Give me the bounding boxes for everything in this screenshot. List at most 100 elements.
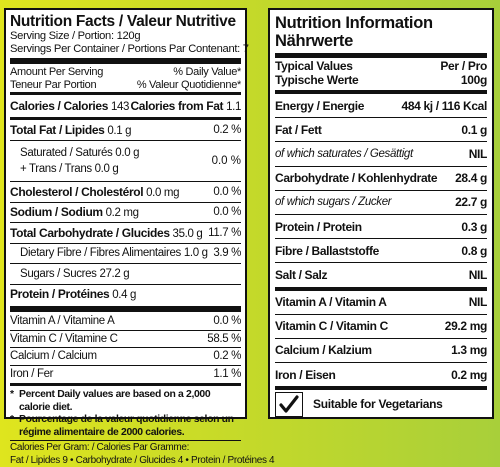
divider <box>275 238 487 240</box>
saturated-trans-group: Saturated / Saturés 0.0 g + Trans / Tran… <box>10 141 241 181</box>
calories-from-fat-value: 1.1 <box>226 100 241 113</box>
saturated-trans-pct: 0.0 % <box>211 155 241 167</box>
divider <box>10 92 241 95</box>
protein-value: 0.4 g <box>112 289 137 302</box>
row-label: Vitamin A / Vitamin A <box>275 295 387 310</box>
fibre-label: Dietary Fibre / Fibres Alimentaires <box>20 247 181 260</box>
row-label: of which saturates / Gesättigt <box>275 147 413 160</box>
amount-header: Amount Per Serving Teneur Par Portion % … <box>10 65 241 91</box>
sodium-pct: 0.0 % <box>213 206 241 219</box>
row-label: Fat / Fett <box>275 122 322 137</box>
saturated-row: Saturated / Saturés 0.0 g <box>10 145 139 162</box>
calcium-row: Calcium / Calcium 0.2 % <box>10 348 241 365</box>
nutrition-information-panel: Nutrition Information Nährwerte Typical … <box>268 8 494 419</box>
row-label: of which sugars / Zucker <box>275 196 392 209</box>
row-value: 0.3 g <box>461 219 487 234</box>
calories-row: Calories / Calories 143 Calories from Fa… <box>10 96 241 116</box>
cholesterol-value: 0.0 mg <box>146 186 180 199</box>
energy-row: Energy / Energie 484 kj / 116 Kcal <box>275 94 487 117</box>
total-fat-pct: 0.2 % <box>213 124 241 137</box>
footnotes: * Percent Daily values are based on a 2,… <box>10 387 241 440</box>
fibre-row: Dietary Fibre / Fibres Alimentaires 1.0 … <box>10 244 241 264</box>
footnote-text: Percent Daily values are based on a 2,00… <box>19 389 211 413</box>
divider <box>275 286 487 291</box>
sugars-value: 27.2 g <box>99 267 130 280</box>
daily-value-label: % Daily Value* <box>173 66 241 78</box>
divider <box>10 242 241 244</box>
divider <box>275 117 487 119</box>
row-value: 0.8 g <box>461 243 487 258</box>
row-label: Fibre / Ballaststoffe <box>275 243 380 258</box>
calories-from-fat-label: Calories from Fat <box>130 98 224 113</box>
saturated-label: Saturated / Saturés <box>20 146 113 159</box>
row-value: NIL <box>468 295 488 310</box>
divider <box>275 362 487 364</box>
divider <box>275 213 487 215</box>
protein-row: Protein / Protéines 0.4 g <box>10 285 241 305</box>
serving-size: Serving Size / Portion: 120g <box>10 30 141 42</box>
divider <box>10 383 241 386</box>
servings-per-container: Servings Per Container / Portions Par Co… <box>10 43 249 55</box>
trans-label: + Trans / Trans <box>20 163 92 176</box>
vitamin-a-pct: 0.0 % <box>213 315 241 328</box>
amount-per-serving-label: Amount Per Serving <box>10 66 104 78</box>
nutrition-facts-title: Nutrition Facts / Valeur Nutritive <box>10 13 236 30</box>
divider <box>10 329 241 331</box>
iron-label: Iron / Fer <box>10 367 54 380</box>
divider <box>275 90 487 94</box>
saturates-row: of which saturates / Gesättigt NIL <box>275 142 487 165</box>
divider <box>275 386 487 391</box>
iron-pct: 1.1 % <box>213 367 241 380</box>
fibre-pct: 3.9 % <box>213 247 241 260</box>
row-label: Calcium / Kalzium <box>275 343 372 358</box>
salt-row: Salt / Salz NIL <box>275 263 487 286</box>
divider <box>275 313 487 315</box>
cholesterol-label: Cholesterol / Cholestérol <box>10 184 144 199</box>
row-value: 29.2 mg <box>444 319 488 334</box>
protein-row: Protein / Protein 0.3 g <box>275 215 487 238</box>
footnote-mark: * <box>10 414 14 425</box>
row-label: Carbohydrate / Kohlenhydrate <box>275 171 438 186</box>
carbohydrate-label: Total Carbohydrate / Glucides <box>10 225 170 240</box>
divider <box>275 262 487 264</box>
row-value: 28.4 g <box>455 171 487 186</box>
vitamin-c-label: Vitamin C / Vitamine C <box>10 332 118 345</box>
per-pro-label: Per / Pro <box>440 59 487 73</box>
sodium-label: Sodium / Sodium <box>10 205 103 220</box>
sugars-row: Sugars / Sucres 27.2 g <box>10 264 241 284</box>
divider <box>10 263 241 264</box>
divider <box>10 116 241 120</box>
divider <box>275 189 487 191</box>
calories-label: Calories / Calories <box>10 98 109 113</box>
nutrition-facts-panel: Nutrition Facts / Valeur Nutritive Servi… <box>4 8 275 466</box>
calories-value: 143 <box>110 100 130 113</box>
vitamin-a-label: Vitamin A / Vitamine A <box>10 315 115 328</box>
iron-row: Iron / Fer 1.1 % <box>10 366 241 383</box>
values-header: Typical Values Typische Werte Per / Pro … <box>275 58 487 89</box>
carbohydrate-value: 35.0 g <box>172 227 203 240</box>
sodium-row: Sodium / Sodium 0.2 mg 0.0 % <box>10 203 241 223</box>
row-value: 0.2 mg <box>451 367 487 382</box>
row-label: Energy / Energie <box>275 98 365 113</box>
calcium-label: Calcium / Calcium <box>10 350 97 363</box>
fibre-value: 1.0 g <box>183 247 208 260</box>
carbohydrate-pct: 11.7 % <box>208 226 241 239</box>
typical-values-label: Typical Values <box>275 59 353 73</box>
vegetarian-label: Suitable for Vegetarians <box>313 397 443 412</box>
per-100g-label: 100g <box>460 72 487 87</box>
row-value: 0.1 g <box>461 122 487 137</box>
vitamin-a-row: Vitamin A / Vitamin A NIL <box>275 291 487 314</box>
divider <box>10 283 241 285</box>
naehrwerte-title: Nährwerte <box>275 32 353 50</box>
sugars-row: of which sugars / Zucker 22.7 g <box>275 191 487 214</box>
divider <box>10 201 241 203</box>
vitamin-a-row: Vitamin A / Vitamine A 0.0 % <box>10 313 241 330</box>
divider <box>10 58 241 64</box>
teneur-par-portion-label: Teneur Par Portion <box>10 78 97 91</box>
total-fat-label: Total Fat / Lipides <box>10 123 105 138</box>
cholesterol-row: Cholesterol / Cholestérol 0.0 mg 0.0 % <box>10 182 241 202</box>
row-value: NIL <box>468 267 488 282</box>
trans-value: 0.0 g <box>94 163 119 176</box>
sodium-value: 0.2 mg <box>105 207 139 220</box>
vitamin-c-row: Vitamin C / Vitamin C 29.2 mg <box>275 315 487 338</box>
